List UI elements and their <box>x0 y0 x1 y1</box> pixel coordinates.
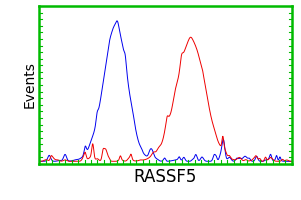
Y-axis label: Events: Events <box>22 62 36 108</box>
X-axis label: RASSF5: RASSF5 <box>134 168 197 186</box>
